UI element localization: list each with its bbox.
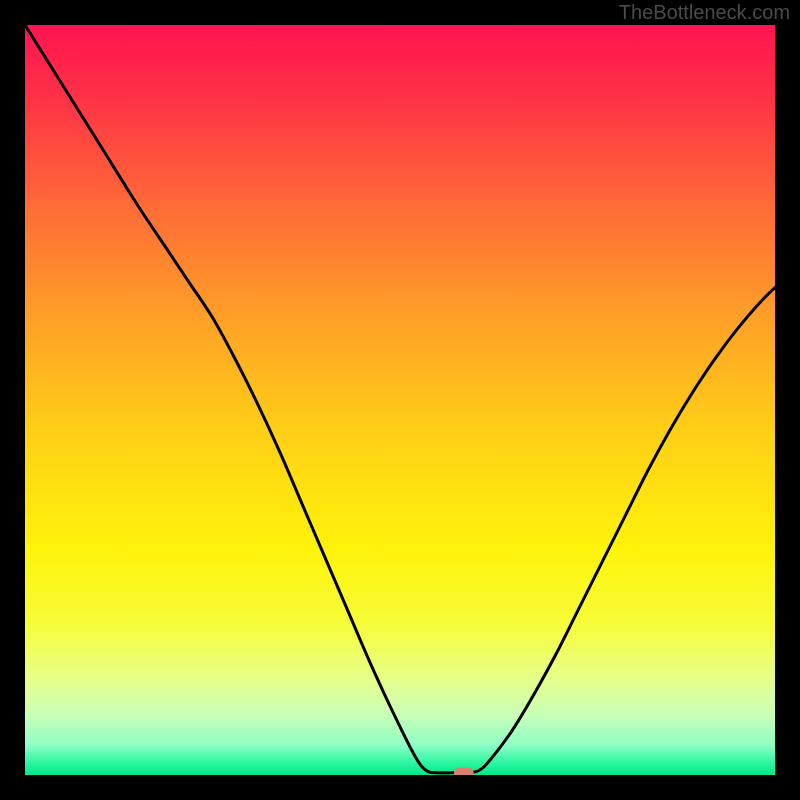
bottleneck-chart: TheBottleneck.com <box>0 0 800 800</box>
watermark-text: TheBottleneck.com <box>619 2 790 25</box>
chart-svg <box>0 0 800 800</box>
gradient-background <box>25 25 775 775</box>
